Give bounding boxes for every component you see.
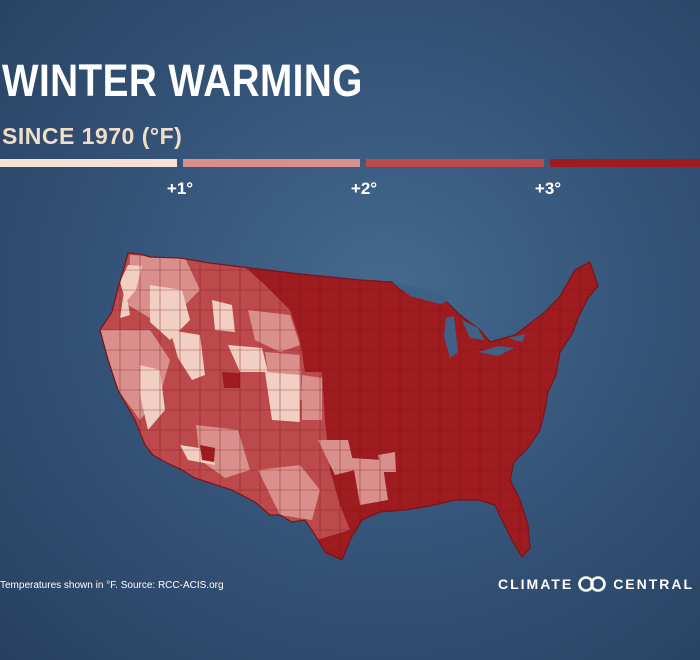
legend-bar-2 — [183, 159, 360, 167]
legend-bar-1 — [0, 159, 177, 167]
page-title: WINTER WARMING — [2, 55, 363, 106]
legend-label-3: +3° — [534, 179, 562, 198]
legend-label-2: +2° — [350, 179, 378, 198]
climate-central-logo: CLIMATE CENTRAL — [498, 574, 694, 594]
logo-text-right: CENTRAL — [613, 576, 695, 592]
climate-central-rings-icon — [578, 576, 606, 592]
legend-label-1: +1° — [166, 179, 194, 198]
legend-bar-3 — [366, 159, 544, 167]
logo-text-left: CLIMATE — [498, 576, 574, 592]
us-outline — [99, 252, 599, 561]
legend-bar-4 — [550, 159, 700, 167]
map-fill — [100, 253, 598, 560]
page-subtitle: SINCE 1970 (°F) — [2, 123, 183, 149]
great-lakes — [392, 282, 526, 358]
source-note: Temperatures shown in °F. Source: RCC-AC… — [0, 580, 224, 591]
